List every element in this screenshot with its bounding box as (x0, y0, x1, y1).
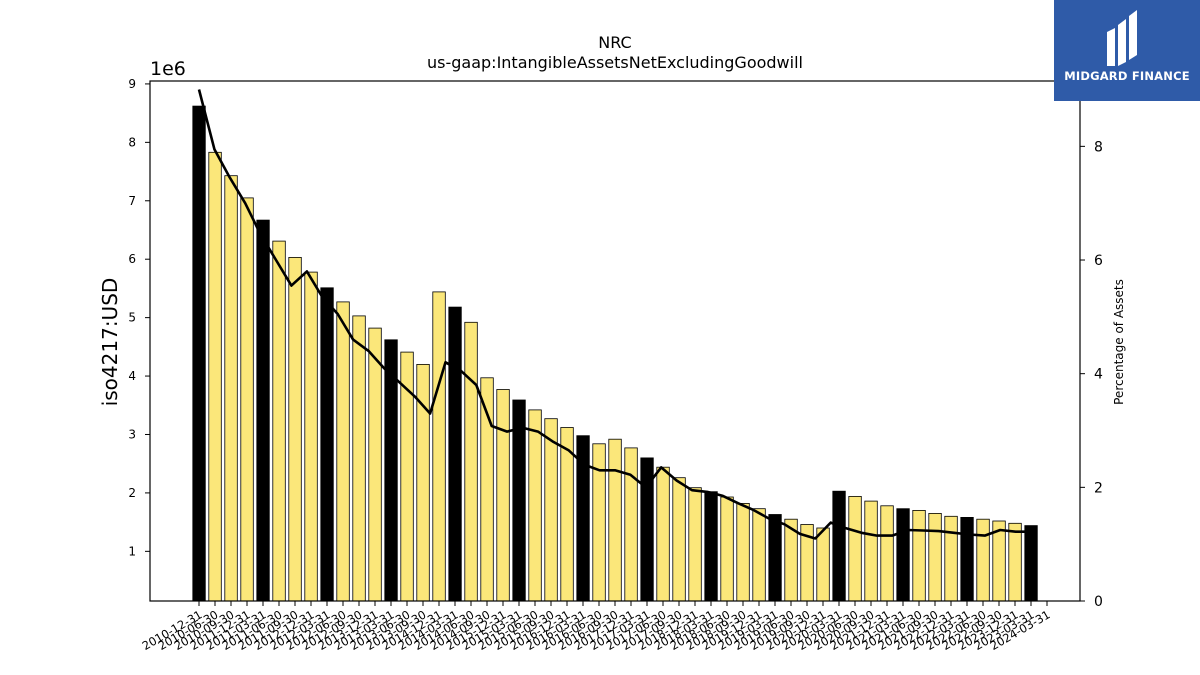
bar (832, 490, 846, 602)
bar (752, 508, 766, 602)
bar (432, 291, 446, 602)
bar (1024, 525, 1038, 602)
bar (368, 327, 382, 602)
bar (944, 515, 958, 602)
bar (656, 466, 670, 602)
bar (256, 219, 270, 602)
y2-tick-label: 2 (1094, 480, 1103, 496)
bar (672, 477, 686, 602)
chart-subtitle: us-gaap:IntangibleAssetsNetExcludingGood… (427, 53, 803, 72)
x-axis-ticks: 2010-12-312010-06-302010-09-302011-12-31… (140, 601, 1053, 653)
y-tick-label: 1 (128, 544, 136, 558)
bar (848, 495, 862, 602)
bar-series (192, 105, 1038, 602)
y2-tick-label: 0 (1094, 594, 1103, 610)
bar (448, 306, 462, 602)
bar (240, 197, 254, 602)
logo-mark-icon (1107, 10, 1137, 66)
bar (272, 240, 286, 602)
bar (720, 496, 734, 602)
y-tick-label: 7 (128, 194, 136, 208)
y2-tick-label: 4 (1094, 367, 1103, 383)
bar (688, 487, 702, 602)
bar (928, 513, 942, 602)
bar (496, 389, 510, 602)
y-tick-label: 2 (128, 486, 136, 500)
bar (224, 175, 238, 602)
y-axis-label: iso4217:USD (98, 278, 122, 407)
bar (976, 518, 990, 602)
bar (544, 418, 558, 602)
percentage-line (197, 89, 1031, 540)
bar (896, 508, 910, 602)
bar (912, 509, 926, 602)
bar (528, 409, 542, 602)
y-tick-label: 9 (128, 77, 136, 91)
plot-frame (149, 80, 1081, 602)
y-tick-label: 6 (128, 252, 136, 266)
logo-text: MIDGARD FINANCE (1064, 69, 1190, 83)
y2-axis-label: Percentage of Assets (1112, 279, 1126, 405)
y-tick-label: 3 (128, 427, 136, 441)
bar (336, 301, 350, 602)
line-series (197, 89, 1031, 540)
y2-axis-ticks: 0 2 4 6 8 (1080, 139, 1103, 610)
y-tick-label: 5 (128, 311, 136, 325)
bar (320, 287, 334, 602)
bar (608, 438, 622, 602)
bar (624, 447, 638, 602)
bar (704, 491, 718, 602)
y2-tick-label: 8 (1094, 139, 1103, 155)
bar (736, 502, 750, 602)
y-tick-label: 4 (128, 369, 136, 383)
y-axis-multiplier: 1e6 (150, 58, 186, 80)
bar (464, 321, 478, 602)
bar (208, 151, 222, 602)
y-tick-label: 8 (128, 135, 136, 149)
bar (880, 505, 894, 602)
bar (960, 517, 974, 602)
bar (304, 271, 318, 602)
brand-logo: MIDGARD FINANCE (1054, 0, 1200, 101)
y2-tick-label: 6 (1094, 253, 1103, 269)
chart-title-group: NRC us-gaap:IntangibleAssetsNetExcluding… (427, 33, 803, 72)
chart-title: NRC (598, 33, 631, 52)
y-axis-ticks: 1 2 3 4 5 6 7 8 9 (128, 77, 150, 558)
bar (288, 256, 302, 602)
bar (864, 500, 878, 602)
bar (816, 527, 830, 602)
bar (768, 514, 782, 602)
bar (1008, 522, 1022, 602)
bar (352, 315, 366, 602)
bar (192, 105, 206, 602)
